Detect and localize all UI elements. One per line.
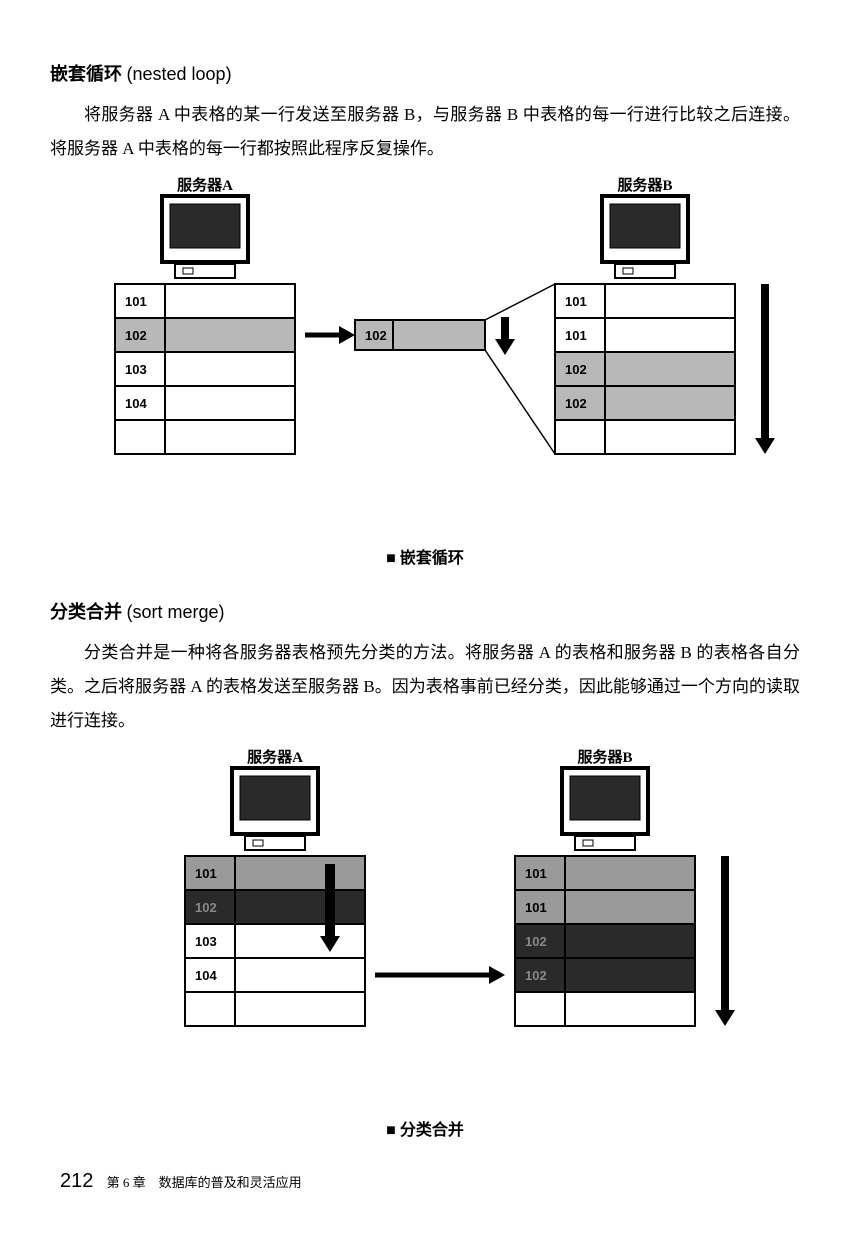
svg-text:101: 101 xyxy=(565,294,587,309)
svg-text:101: 101 xyxy=(525,866,547,881)
page-footer: 212 第 6 章 数据库的普及和灵活应用 xyxy=(50,1170,800,1193)
svg-text:102: 102 xyxy=(195,900,217,915)
svg-text:101: 101 xyxy=(195,866,217,881)
section2-title-en: (sort merge) xyxy=(127,602,225,622)
svg-text:104: 104 xyxy=(125,396,147,411)
svg-text:103: 103 xyxy=(195,934,217,949)
section2-heading: 分类合并 (sort merge) xyxy=(50,598,800,624)
svg-text:101: 101 xyxy=(565,328,587,343)
caption-nested-loop: 嵌套循环 xyxy=(50,544,800,568)
svg-text:101: 101 xyxy=(125,294,147,309)
page-number: 212 xyxy=(60,1170,93,1192)
svg-text:102: 102 xyxy=(565,396,587,411)
diagram-nested-loop: 服务器A 服务器B 101 102 103 104 101 101 102 102 102 嵌套循环 xyxy=(50,176,800,568)
section1-heading: 嵌套循环 (nested loop) xyxy=(50,60,800,86)
svg-text:102: 102 xyxy=(525,934,547,949)
section1-title-en: (nested loop) xyxy=(127,64,232,84)
section2-title-zh: 分类合并 xyxy=(50,602,122,622)
svg-text:104: 104 xyxy=(195,968,217,983)
svg-text:101: 101 xyxy=(525,900,547,915)
svg-text:102: 102 xyxy=(565,362,587,377)
svg-text:服务器A: 服务器A xyxy=(177,176,233,194)
section1-para: 将服务器 A 中表格的某一行发送至服务器 B，与服务器 B 中表格的每一行进行比… xyxy=(50,98,800,166)
chapter-label: 第 6 章 数据库的普及和灵活应用 xyxy=(107,1175,302,1190)
svg-text:服务器B: 服务器B xyxy=(617,176,672,194)
diagram-sort-merge: 服务器A 服务器B 101 102 103 104 101 101 102 102 分类合并 xyxy=(50,748,800,1140)
svg-text:102: 102 xyxy=(125,328,147,343)
svg-text:服务器A: 服务器A xyxy=(247,748,303,766)
caption-sort-merge: 分类合并 xyxy=(50,1116,800,1140)
svg-text:102: 102 xyxy=(365,328,387,343)
svg-text:103: 103 xyxy=(125,362,147,377)
section1-title-zh: 嵌套循环 xyxy=(50,64,122,84)
section2-para: 分类合并是一种将各服务器表格预先分类的方法。将服务器 A 的表格和服务器 B 的… xyxy=(50,636,800,738)
svg-text:102: 102 xyxy=(525,968,547,983)
svg-text:服务器B: 服务器B xyxy=(577,748,632,766)
